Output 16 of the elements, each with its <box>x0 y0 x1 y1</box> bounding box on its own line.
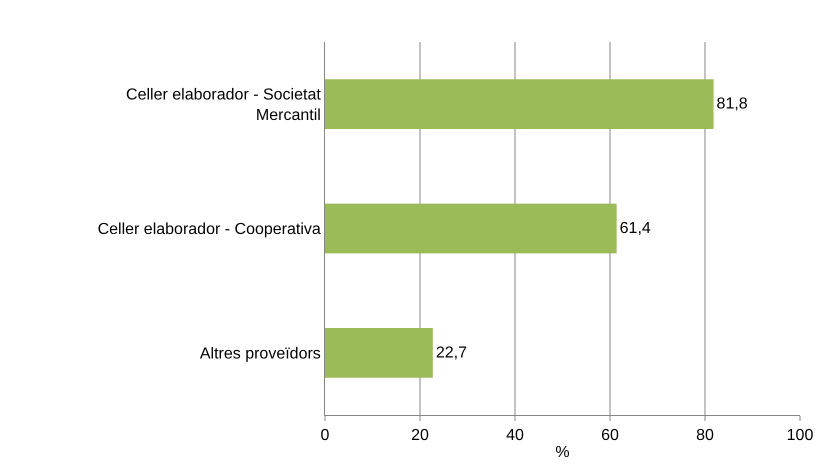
bar <box>325 204 617 254</box>
data-label: 81,8 <box>716 96 748 113</box>
y-tick-label: Celler elaborador - Societat Mercantil <box>126 86 322 124</box>
bar <box>325 328 433 378</box>
x-tick-label: 20 <box>411 427 429 444</box>
x-tick-label: 60 <box>601 427 619 444</box>
y-tick-label: Altres proveïdors <box>200 345 321 362</box>
bar <box>325 79 714 130</box>
data-label: 22,7 <box>436 344 468 362</box>
x-tick-label: 80 <box>696 427 714 444</box>
y-tick-label: Celler elaborador - Cooperativa <box>98 221 321 238</box>
data-label: 61,4 <box>620 220 651 237</box>
x-tick-label: 40 <box>506 427 524 444</box>
x-tick-label: 100 <box>786 427 814 444</box>
x-tick-label: 0 <box>320 427 330 444</box>
x-axis-title: % <box>555 444 570 461</box>
